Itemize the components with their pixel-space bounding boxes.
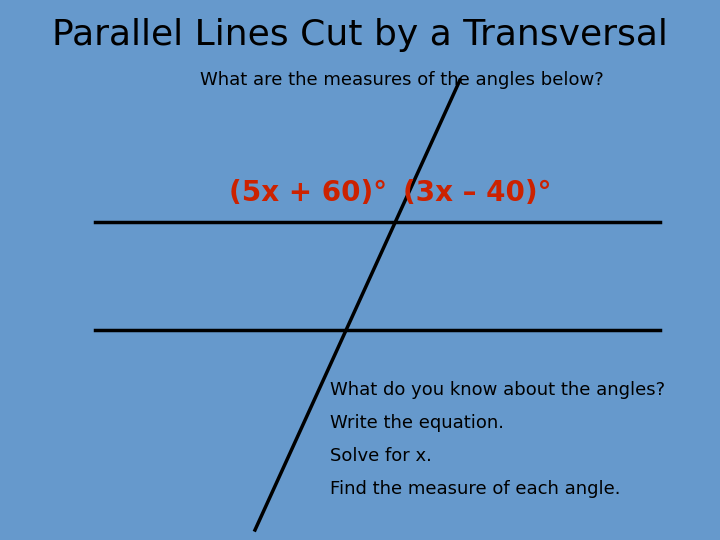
Text: Parallel Lines Cut by a Transversal: Parallel Lines Cut by a Transversal — [52, 18, 668, 52]
Text: What do you know about the angles?: What do you know about the angles? — [330, 381, 665, 399]
Text: Solve for x.: Solve for x. — [330, 447, 432, 465]
Text: Find the measure of each angle.: Find the measure of each angle. — [330, 480, 621, 498]
Text: Write the equation.: Write the equation. — [330, 414, 504, 432]
Text: (5x + 60)°: (5x + 60)° — [229, 179, 387, 207]
Text: What are the measures of the angles below?: What are the measures of the angles belo… — [200, 71, 604, 89]
Text: (3x – 40)°: (3x – 40)° — [403, 179, 552, 207]
